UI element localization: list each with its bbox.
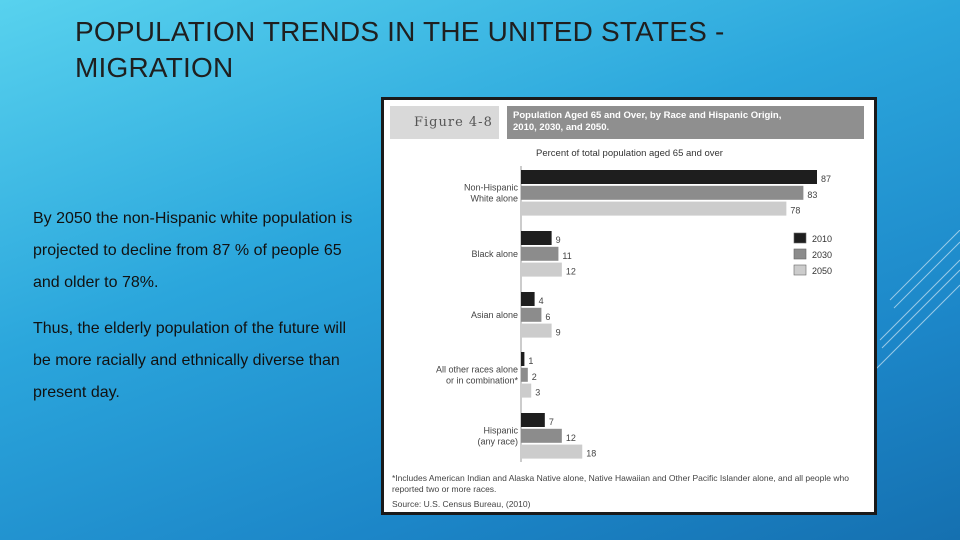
- legend-label: 2050: [812, 266, 832, 276]
- bar-value-label: 9: [556, 328, 561, 338]
- bar-value-label: 7: [549, 417, 554, 427]
- figure-header-line-1: Population Aged 65 and Over, by Race and…: [513, 110, 782, 121]
- category-label: Non-Hispanic White alone: [464, 182, 519, 203]
- bar-2030: [521, 428, 562, 443]
- bar-value-label: 9: [556, 235, 561, 245]
- legend-swatch: [793, 232, 807, 244]
- bar-value-label: 18: [586, 449, 596, 459]
- bar-value-label: 78: [790, 206, 800, 216]
- bar-chart: Percent of total population aged 65 and …: [436, 148, 832, 462]
- category-label: All other races alone or in combination*: [436, 364, 519, 385]
- bar-2010: [521, 170, 817, 184]
- figure-label: Figure 4-8: [390, 106, 499, 139]
- bar-2050: [521, 323, 552, 338]
- bar-2010: [521, 231, 552, 245]
- bar-value-label: 83: [807, 190, 817, 200]
- bar-value-label: 3: [535, 388, 540, 398]
- slide-title: POPULATION TRENDS IN THE UNITED STATES -…: [75, 16, 725, 83]
- bar-2030: [521, 367, 528, 382]
- legend-swatch: [793, 248, 807, 260]
- bar-2050: [521, 383, 532, 398]
- legend-swatch: [793, 264, 807, 276]
- bar-value-label: 12: [566, 433, 576, 443]
- bar-value-label: 4: [539, 296, 544, 306]
- bar-2010: [521, 413, 545, 427]
- bar-value-label: 1: [528, 356, 533, 366]
- figure-panel: Figure 4-8 Population Aged 65 and Over, …: [384, 100, 874, 512]
- bar-2030: [521, 307, 542, 322]
- bar-2010: [521, 292, 535, 306]
- bar-2050: [521, 201, 787, 216]
- chart-subtitle: Percent of total population aged 65 and …: [536, 148, 723, 159]
- figure-header-line-2: 2010, 2030, and 2050.: [513, 122, 610, 133]
- bar-value-label: 87: [821, 174, 831, 184]
- paragraph-2: Thus, the elderly population of the futu…: [33, 320, 347, 401]
- figure-footnote: *Includes American Indian and Alaska Nat…: [392, 473, 872, 510]
- figure-frame: Figure 4-8 Population Aged 65 and Over, …: [381, 97, 877, 515]
- category-label: Black alone: [471, 249, 518, 259]
- decorative-lines: [874, 230, 960, 371]
- source-text: Source: U.S. Census Bureau, (2010): [392, 499, 531, 509]
- legend-label: 2010: [812, 234, 832, 244]
- bar-value-label: 11: [562, 251, 571, 261]
- bar-value-label: 2: [532, 372, 537, 382]
- bar-value-label: 6: [545, 312, 550, 322]
- figure-header: Population Aged 65 and Over, by Race and…: [507, 106, 864, 139]
- category-label: Asian alone: [471, 310, 518, 320]
- slide-body: By 2050 the non-Hispanic white populatio…: [33, 203, 363, 423]
- legend-label: 2030: [812, 250, 832, 260]
- footnote-text: *Includes American Indian and Alaska Nat…: [392, 473, 849, 494]
- bar-2050: [521, 444, 583, 459]
- paragraph-1: By 2050 the non-Hispanic white populatio…: [33, 210, 353, 291]
- bar-2010: [521, 352, 525, 366]
- bar-2030: [521, 246, 559, 261]
- category-label: Hispanic (any race): [477, 425, 518, 446]
- bar-value-label: 12: [566, 267, 576, 277]
- bar-2050: [521, 262, 562, 277]
- bar-2030: [521, 185, 804, 200]
